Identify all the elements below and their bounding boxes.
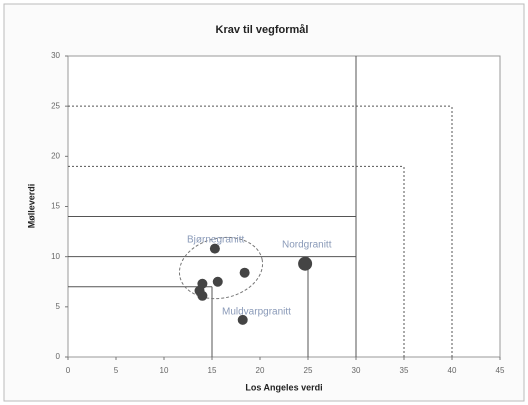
x-tick-label: 15 (208, 366, 217, 375)
point (237, 314, 248, 325)
y-tick-label: 5 (56, 302, 61, 311)
point (197, 290, 208, 301)
y-tick-label: 30 (51, 51, 60, 60)
y-tick-label: 0 (56, 352, 61, 361)
x-tick-label: 30 (352, 366, 361, 375)
x-axis-label: Los Angeles verdi (245, 382, 322, 392)
x-tick-label: 35 (400, 366, 409, 375)
cluster-outline (178, 236, 264, 300)
x-tick-label: 5 (114, 366, 119, 375)
x-tick-label: 45 (496, 366, 505, 375)
chart-title: Krav til vegformål (216, 24, 309, 36)
point (197, 278, 208, 289)
x-tick-label: 0 (66, 366, 71, 375)
y-tick-label: 25 (51, 101, 60, 110)
y-tick-label: 15 (51, 202, 60, 211)
y-tick-label: 10 (51, 252, 60, 261)
x-tick-label: 10 (160, 366, 169, 375)
point (239, 267, 250, 278)
point (298, 256, 313, 271)
annotation: Muldvarpgranitt (222, 307, 291, 318)
annotation: Nordgranitt (282, 240, 332, 251)
x-tick-label: 25 (304, 366, 313, 375)
y-tick-label: 20 (51, 151, 60, 160)
y-axis-label: Mølleverdi (26, 184, 36, 229)
annotation: Bjørnegranitt (187, 235, 244, 246)
x-tick-label: 40 (448, 366, 457, 375)
point (209, 243, 220, 254)
point (212, 276, 223, 287)
x-tick-label: 20 (256, 366, 265, 375)
